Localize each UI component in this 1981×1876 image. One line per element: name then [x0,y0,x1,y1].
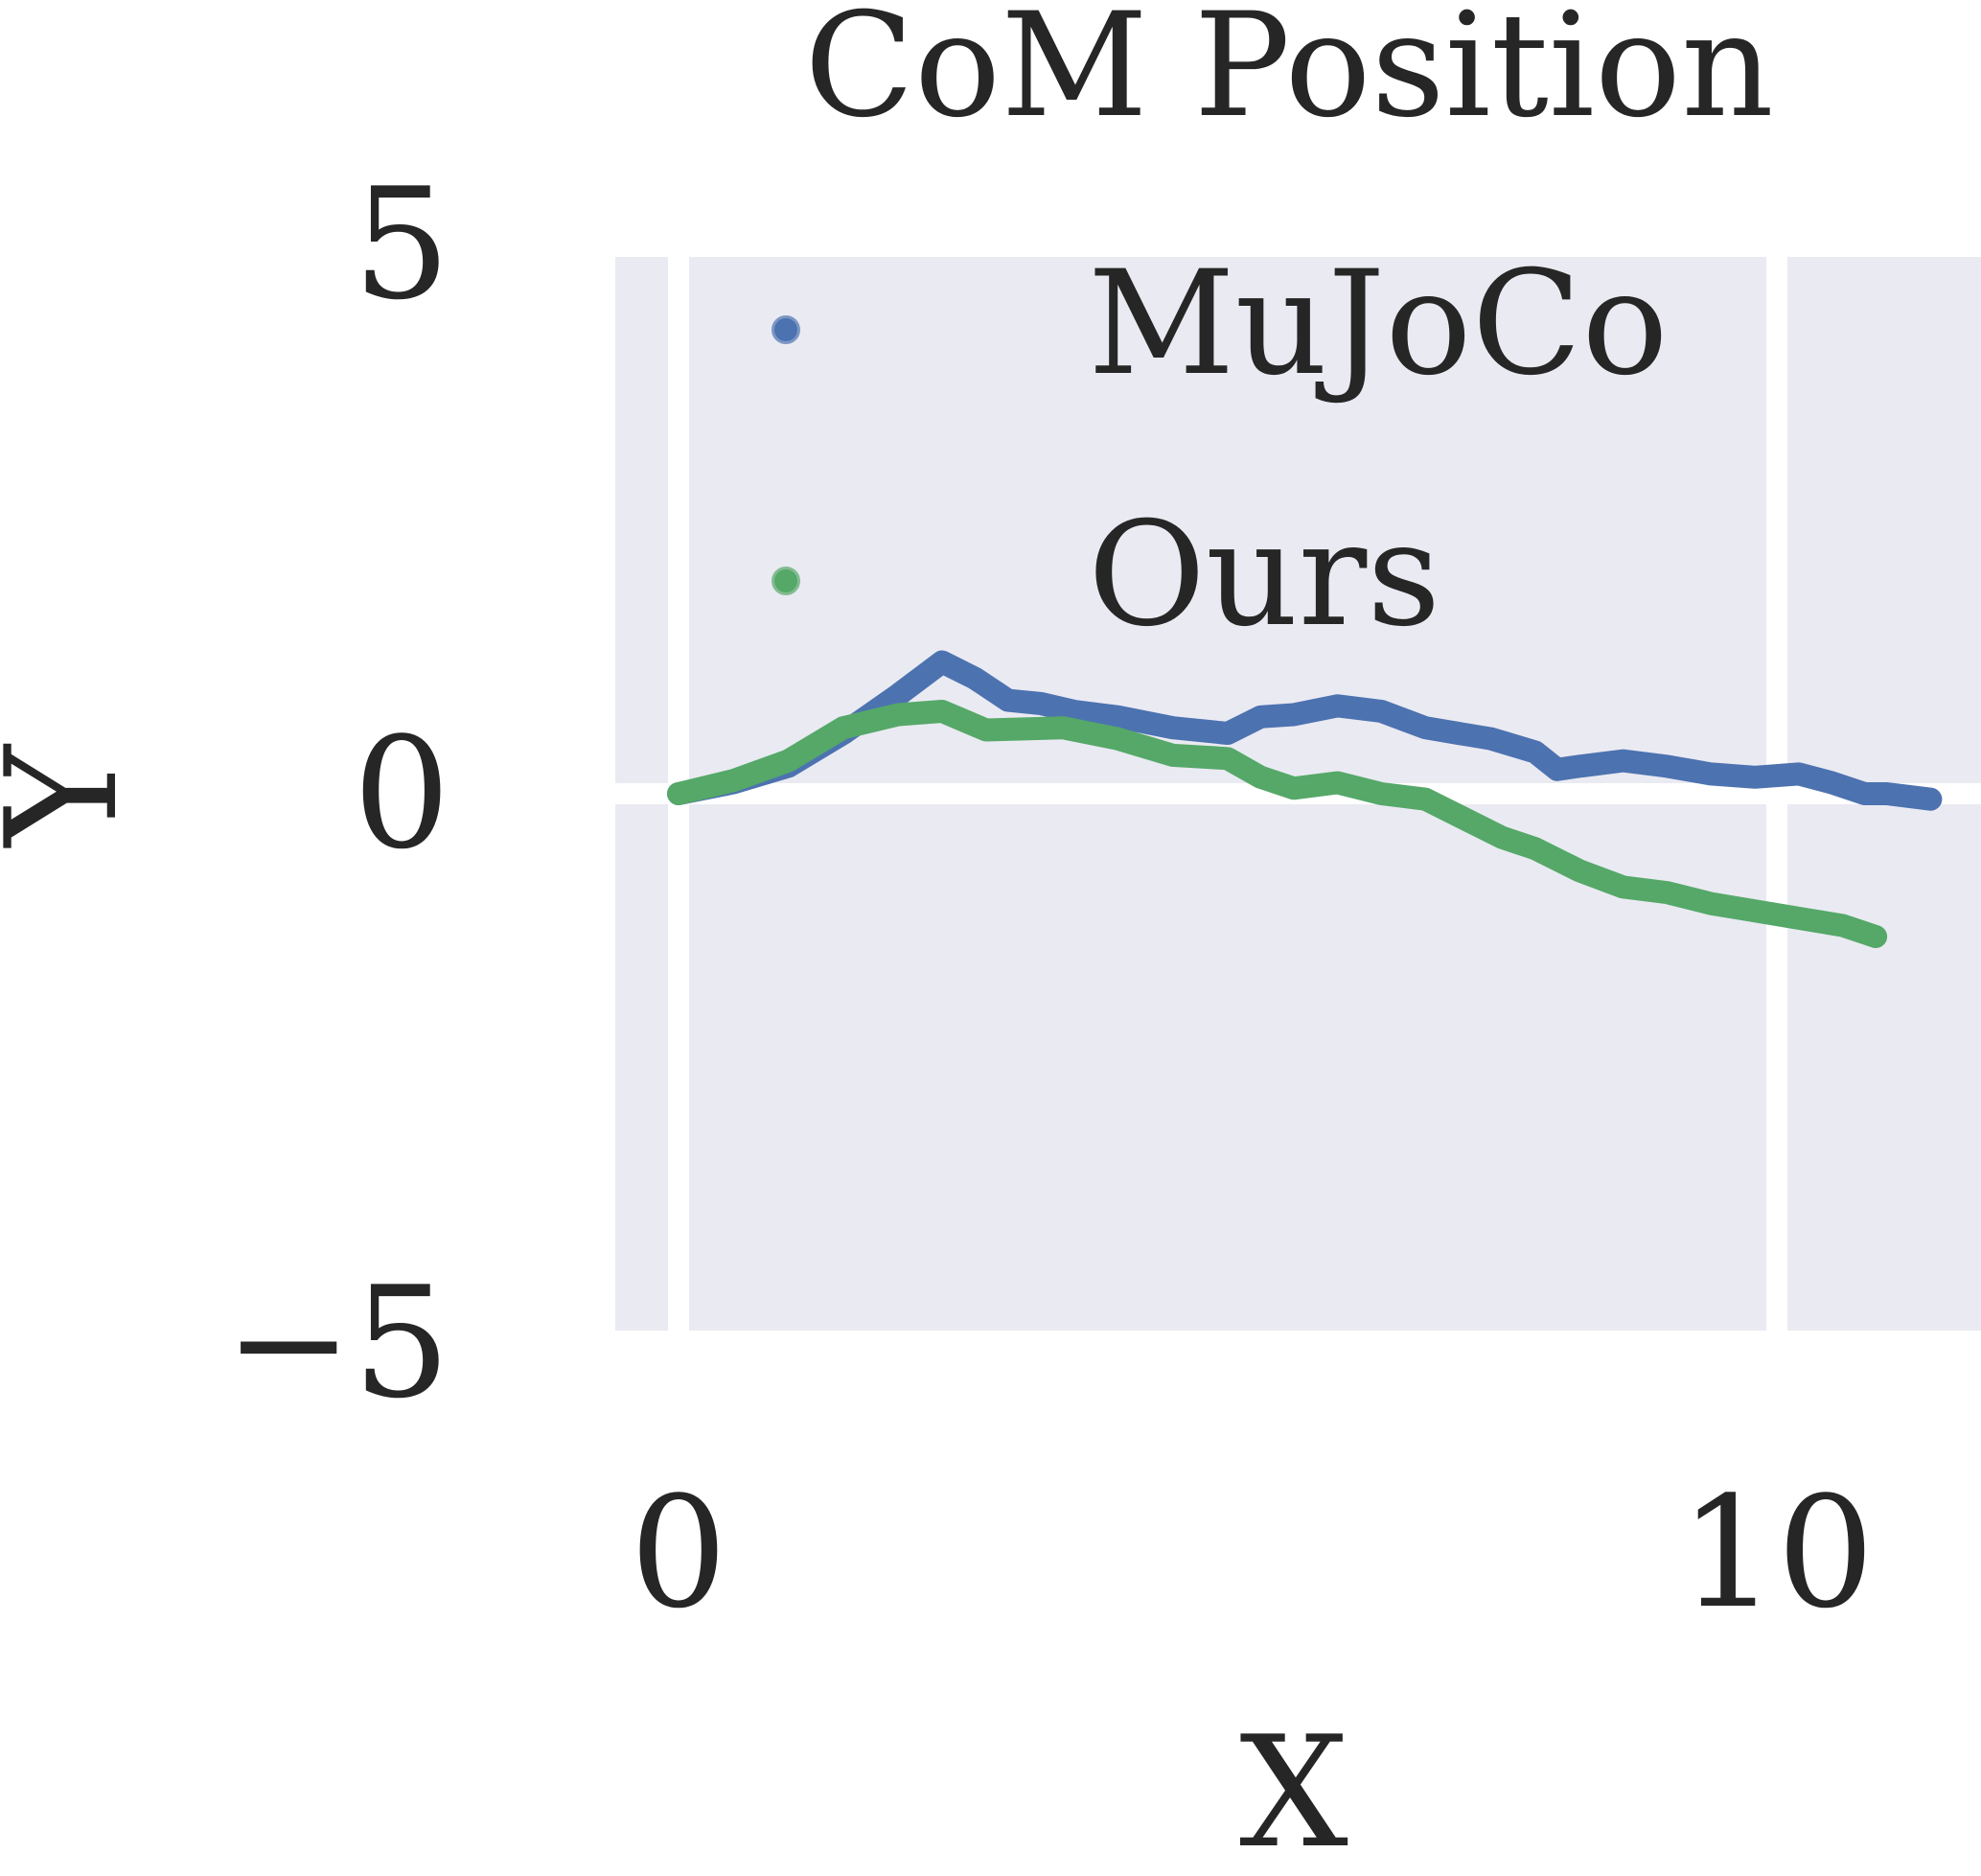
chart-title: CoM Position [804,0,1774,150]
y-tick-label: 5 [353,154,450,334]
legend-label: MuJoCo [1088,241,1669,407]
series-line-ours [667,700,1888,948]
series-lines [667,650,1943,948]
y-tick-label: −5 [224,1253,450,1432]
x-tick-label: 10 [1679,1463,1875,1642]
x-axis-label: X [1239,1702,1348,1876]
y-tick-labels: 5 0 −5 [224,154,450,1432]
legend-marker [772,567,800,595]
series-line-mujoco [667,650,1943,811]
x-tick-labels: 0 10 [630,1463,1875,1642]
y-tick-label: 0 [353,704,450,883]
legend-marker [772,315,800,344]
y-axis-label: Y [0,743,151,848]
x-tick-label: 0 [630,1463,727,1642]
legend-label: Ours [1088,492,1440,659]
legend: MuJoCo Ours [772,241,1669,659]
